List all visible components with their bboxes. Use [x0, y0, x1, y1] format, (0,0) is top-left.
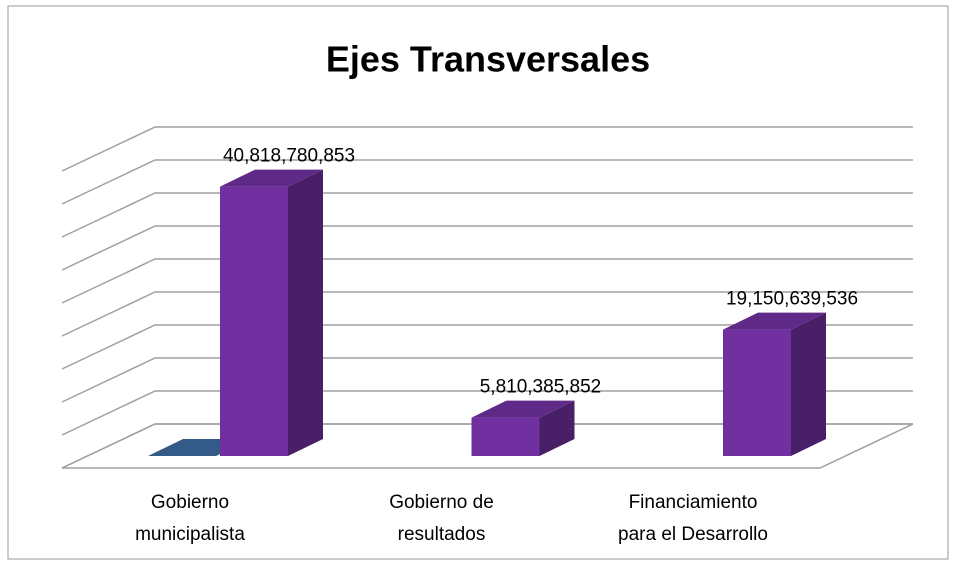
grid-line: [61, 357, 913, 403]
grid-line: [61, 225, 913, 271]
x-tick-label: Gobierno de: [389, 492, 494, 513]
bar-front: [471, 417, 540, 456]
value-label: 40,818,780,853: [223, 146, 355, 167]
grid-line: [61, 291, 913, 337]
chart-title: Ejes Transversales: [326, 39, 650, 80]
bar-top: [723, 312, 826, 330]
grid-line: [61, 258, 913, 304]
bar-front: [723, 329, 791, 456]
grid-line: [61, 324, 913, 370]
bar-side: [539, 400, 575, 456]
chart-frame: [7, 5, 949, 560]
bar-top: [471, 400, 575, 418]
bar: [471, 400, 575, 456]
bar-top: [220, 169, 323, 187]
x-tick-label: para el Desarrollo: [618, 524, 768, 545]
bar-side: [791, 312, 826, 456]
grid-line: [61, 159, 913, 205]
value-label: 5,810,385,852: [480, 377, 602, 398]
value-label: 19,150,639,536: [726, 289, 858, 310]
x-tick-label: municipalista: [135, 524, 245, 545]
x-tick-label: resultados: [398, 524, 486, 545]
grid-line: [61, 423, 913, 469]
bar-side: [288, 169, 323, 456]
x-tick-label: Gobierno: [151, 492, 229, 513]
bar: [723, 312, 826, 456]
x-tick-label: Financiamiento: [629, 492, 758, 513]
bar-front: [220, 186, 288, 456]
grid-line: [61, 126, 913, 172]
grid-line: [61, 192, 913, 238]
grid-line: [61, 390, 913, 436]
bar: [220, 169, 323, 456]
